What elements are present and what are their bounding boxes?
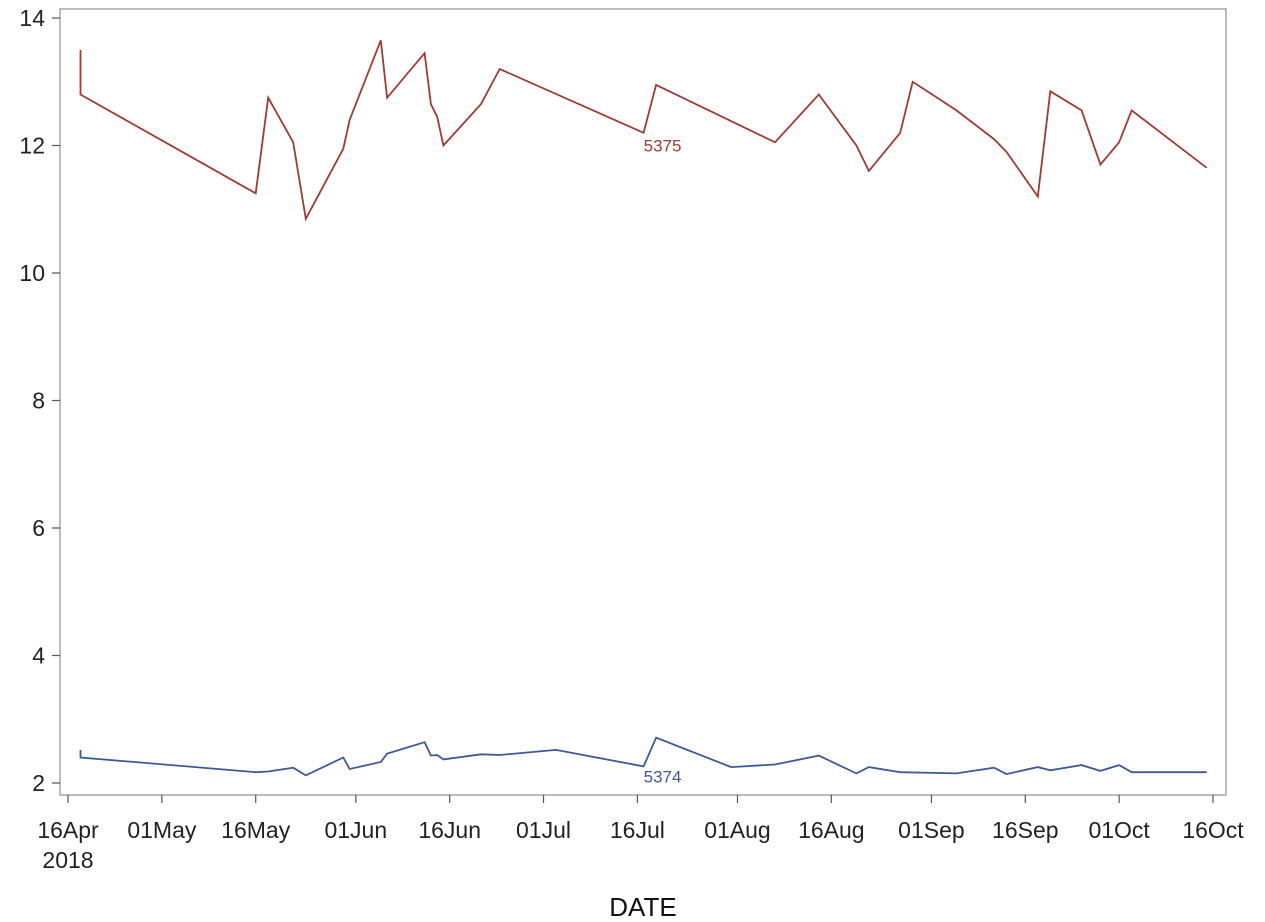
x-tick-label: 16Sep xyxy=(992,817,1059,843)
series-line-5374 xyxy=(79,736,1207,777)
x-tick-label: 01Jun xyxy=(324,817,387,843)
x-tick-label: 16Aug xyxy=(798,817,865,843)
y-axis: 2 4 6 8 10 12 14 xyxy=(19,5,60,796)
x-tick-label: 16Jul xyxy=(610,817,665,843)
y-tick-label: 10 xyxy=(19,260,45,286)
y-tick-label: 2 xyxy=(32,770,45,796)
y-tick-label: 14 xyxy=(19,5,45,31)
series-layer: 5375 5374 xyxy=(79,39,1208,787)
x-axis-title: DATE xyxy=(609,892,676,922)
x-tick-label: 16Oct xyxy=(1182,817,1244,843)
plot-area-frame xyxy=(59,8,1227,796)
x-axis: 16Apr 2018 01May 16May 01Jun 16Jun 01Jul 16Jul 0… xyxy=(37,795,1244,873)
series-label-5374: 5374 xyxy=(644,768,682,787)
x-tick-label: 01Sep xyxy=(898,817,965,843)
x-tick-label: 16Apr xyxy=(37,817,99,843)
y-tick-label: 12 xyxy=(19,133,45,159)
x-tick-label: 16Jun xyxy=(418,817,481,843)
x-tick-label: 01Aug xyxy=(704,817,771,843)
x-tick-sublabel: 2018 xyxy=(42,847,93,873)
x-tick-label: 01Jul xyxy=(516,817,571,843)
x-tick-label: 01May xyxy=(127,817,197,843)
series-label-5375: 5375 xyxy=(644,137,682,156)
x-tick-label: 16May xyxy=(221,817,291,843)
x-tick-label: 01Oct xyxy=(1088,817,1150,843)
y-tick-label: 8 xyxy=(32,388,45,414)
y-tick-label: 4 xyxy=(32,643,45,669)
y-tick-label: 6 xyxy=(32,515,45,541)
series-line-5375 xyxy=(79,39,1208,222)
